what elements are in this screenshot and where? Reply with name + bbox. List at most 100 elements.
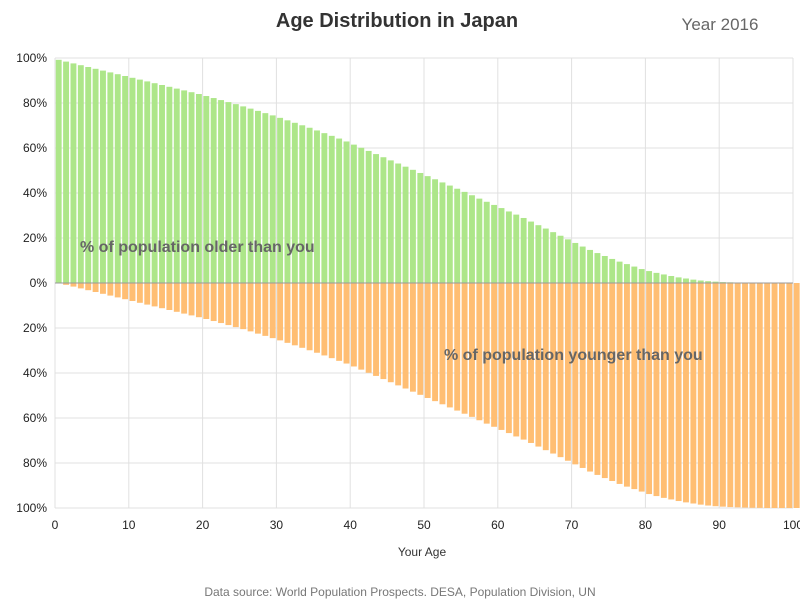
bar-younger-age-22 xyxy=(218,283,224,324)
bar-younger-age-82 xyxy=(660,283,667,498)
bar-younger-age-45 xyxy=(387,283,394,383)
x-tick-label: 40 xyxy=(344,518,358,532)
bar-younger-age-16 xyxy=(173,283,180,312)
bar-older-age-13 xyxy=(151,83,158,283)
bar-younger-age-41 xyxy=(358,283,365,370)
y-tick-label: 80% xyxy=(23,96,47,110)
bar-older-age-54 xyxy=(454,188,461,283)
bar-younger-age-77 xyxy=(624,283,630,487)
bar-younger-age-89 xyxy=(712,283,719,507)
bar-younger-age-12 xyxy=(144,283,151,305)
bar-younger-age-39 xyxy=(343,283,350,364)
bar-older-age-30 xyxy=(277,117,284,283)
bar-younger-age-93 xyxy=(742,283,748,508)
bar-younger-age-34 xyxy=(306,283,313,351)
bar-older-age-20 xyxy=(203,96,210,283)
x-axis-tick-labels: 0 10 20 30 40 50 60 70 80 90 100 xyxy=(52,518,800,532)
bar-younger-age-32 xyxy=(291,283,298,346)
bar-older-age-9 xyxy=(122,76,129,283)
bar-younger-age-4 xyxy=(85,283,92,291)
x-tick-label: 90 xyxy=(713,518,727,532)
bar-younger-age-53 xyxy=(446,283,453,408)
bar-younger-age-5 xyxy=(92,283,99,292)
bar-younger-age-85 xyxy=(683,283,689,503)
bar-younger-age-10 xyxy=(129,283,136,301)
bar-younger-age-49 xyxy=(417,283,424,395)
bar-younger-age-99 xyxy=(786,283,793,508)
bar-older-age-48 xyxy=(409,169,416,283)
bar-older-age-65 xyxy=(535,225,542,284)
bar-older-age-6 xyxy=(100,70,106,283)
bar-younger-age-46 xyxy=(395,283,402,386)
bar-younger-age-78 xyxy=(631,283,638,490)
x-axis-label: Your Age xyxy=(398,545,447,559)
bar-older-age-44 xyxy=(380,157,387,283)
y-axis-tick-labels: 100% 80% 60% 40% 20% 0% 20% 40% 60% 80% 100% xyxy=(16,51,47,515)
bar-younger-age-9 xyxy=(122,283,129,300)
bar-older-age-31 xyxy=(284,120,291,283)
bar-older-age-21 xyxy=(210,98,217,283)
bars xyxy=(55,59,800,508)
x-tick-label: 50 xyxy=(417,518,431,532)
bar-younger-age-11 xyxy=(136,283,143,303)
bar-younger-age-2 xyxy=(70,283,77,287)
bar-older-age-50 xyxy=(424,176,431,284)
bar-younger-age-36 xyxy=(321,283,328,356)
bar-older-age-59 xyxy=(491,204,498,284)
bar-older-age-68 xyxy=(557,235,564,283)
annotation-younger: % of population younger than you xyxy=(444,347,703,364)
bar-younger-age-29 xyxy=(269,283,276,339)
bar-older-age-16 xyxy=(173,88,180,283)
bar-younger-age-84 xyxy=(675,283,682,502)
chart-subtitle-year: Year 2016 xyxy=(682,15,759,34)
bar-younger-age-6 xyxy=(100,283,106,294)
bar-older-age-45 xyxy=(387,160,394,284)
bar-younger-age-92 xyxy=(734,283,741,508)
x-tick-label: 10 xyxy=(122,518,136,532)
bar-younger-age-54 xyxy=(454,283,461,411)
bar-younger-age-48 xyxy=(409,283,416,392)
bar-younger-age-1 xyxy=(63,283,70,285)
bar-older-age-39 xyxy=(343,141,350,283)
bar-younger-age-55 xyxy=(461,283,468,414)
bar-younger-age-28 xyxy=(262,283,269,336)
bar-younger-age-81 xyxy=(653,283,660,497)
bar-younger-age-74 xyxy=(601,283,608,479)
bar-younger-age-31 xyxy=(284,283,291,343)
bar-younger-age-17 xyxy=(181,283,188,314)
bar-younger-age-7 xyxy=(107,283,114,296)
bar-younger-age-61 xyxy=(505,283,512,434)
bar-older-age-7 xyxy=(107,72,114,284)
bar-younger-age-8 xyxy=(114,283,121,298)
bar-younger-age-94 xyxy=(749,283,756,508)
bar-younger-age-56 xyxy=(469,283,475,417)
bar-older-age-88 xyxy=(705,281,712,283)
bar-older-age-18 xyxy=(188,92,195,283)
bar-older-age-62 xyxy=(513,214,520,283)
bar-younger-age-72 xyxy=(587,283,593,472)
bar-older-age-22 xyxy=(218,100,224,283)
bar-older-age-24 xyxy=(232,104,239,284)
chart-title: Age Distribution in Japan xyxy=(276,10,518,32)
bar-younger-age-60 xyxy=(498,283,505,430)
bar-older-age-47 xyxy=(402,166,409,284)
bar-older-age-29 xyxy=(269,115,276,284)
y-tick-label: 60% xyxy=(23,141,47,155)
bar-older-age-80 xyxy=(646,271,653,283)
bar-younger-age-95 xyxy=(756,283,763,508)
bar-older-age-26 xyxy=(247,108,254,284)
bar-older-age-23 xyxy=(225,102,232,283)
bar-younger-age-73 xyxy=(594,283,601,475)
bar-younger-age-40 xyxy=(350,283,357,367)
bar-older-age-64 xyxy=(528,221,534,283)
y-tick-label: 40% xyxy=(23,186,47,200)
bar-older-age-32 xyxy=(291,122,298,283)
bar-older-age-74 xyxy=(601,256,608,283)
bar-younger-age-97 xyxy=(771,283,778,508)
bar-younger-age-70 xyxy=(572,283,579,465)
bar-older-age-35 xyxy=(314,130,320,283)
bar-older-age-66 xyxy=(542,228,549,283)
bar-younger-age-98 xyxy=(778,283,785,508)
bar-older-age-49 xyxy=(417,172,424,283)
bar-older-age-77 xyxy=(624,264,630,283)
